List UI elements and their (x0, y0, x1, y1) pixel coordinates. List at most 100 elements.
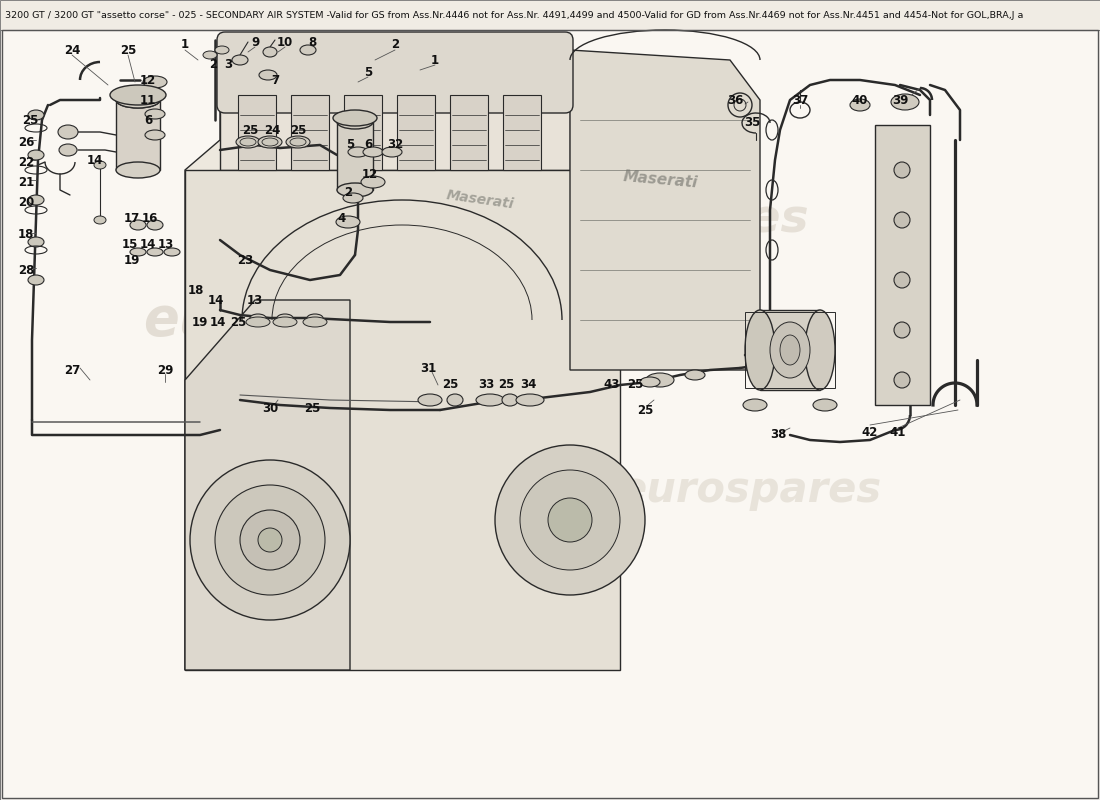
Text: 11: 11 (140, 94, 156, 106)
Text: 1: 1 (180, 38, 189, 51)
Text: 25: 25 (627, 378, 644, 391)
Text: 25: 25 (289, 123, 306, 137)
Text: 7: 7 (271, 74, 279, 86)
Ellipse shape (891, 94, 918, 110)
Text: 25: 25 (22, 114, 38, 126)
Text: 43: 43 (604, 378, 620, 391)
Ellipse shape (164, 248, 180, 256)
Polygon shape (185, 300, 350, 670)
Text: Maserati: Maserati (446, 188, 515, 212)
Ellipse shape (116, 92, 160, 108)
Text: 24: 24 (64, 43, 80, 57)
Text: 36: 36 (727, 94, 744, 106)
Ellipse shape (145, 130, 165, 140)
Text: 37: 37 (792, 94, 808, 106)
Text: eurospares: eurospares (618, 469, 881, 511)
Ellipse shape (850, 99, 870, 111)
Bar (292, 95, 329, 170)
Text: 14: 14 (210, 315, 227, 329)
Polygon shape (570, 50, 760, 370)
Ellipse shape (250, 314, 266, 322)
Text: 28: 28 (18, 263, 34, 277)
Circle shape (894, 322, 910, 338)
Text: 19: 19 (124, 254, 140, 266)
Text: 18: 18 (18, 229, 34, 242)
Text: 6: 6 (364, 138, 372, 151)
Bar (337, 122, 373, 190)
Text: 12: 12 (140, 74, 156, 86)
Ellipse shape (348, 147, 369, 157)
Text: 34: 34 (520, 378, 536, 391)
Ellipse shape (333, 110, 377, 126)
Circle shape (258, 528, 282, 552)
Text: 29: 29 (157, 363, 173, 377)
Circle shape (894, 212, 910, 228)
Text: 25: 25 (442, 378, 459, 391)
Ellipse shape (813, 399, 837, 411)
Bar (503, 95, 541, 170)
Text: 5: 5 (345, 138, 354, 151)
Circle shape (894, 372, 910, 388)
Text: 1: 1 (431, 54, 439, 66)
Text: 38: 38 (770, 429, 786, 442)
Text: 33: 33 (477, 378, 494, 391)
Circle shape (214, 485, 324, 595)
Ellipse shape (476, 394, 504, 406)
Text: 18: 18 (188, 283, 205, 297)
Text: 39: 39 (892, 94, 909, 106)
Ellipse shape (116, 92, 160, 108)
Bar (450, 95, 488, 170)
Bar (397, 95, 434, 170)
Ellipse shape (204, 51, 217, 59)
Ellipse shape (290, 138, 306, 146)
Text: 12: 12 (362, 169, 378, 182)
Circle shape (548, 498, 592, 542)
Bar (238, 95, 276, 170)
Text: 9: 9 (251, 35, 260, 49)
Circle shape (520, 470, 620, 570)
Ellipse shape (240, 138, 256, 146)
Ellipse shape (516, 394, 544, 406)
Text: 22: 22 (18, 155, 34, 169)
Ellipse shape (145, 109, 165, 119)
Text: 17: 17 (124, 211, 140, 225)
Ellipse shape (246, 317, 270, 327)
Ellipse shape (640, 377, 660, 387)
Text: 8: 8 (308, 35, 316, 49)
Text: 25: 25 (242, 123, 258, 137)
Ellipse shape (770, 322, 810, 378)
Circle shape (190, 460, 350, 620)
Ellipse shape (302, 317, 327, 327)
Text: 19: 19 (191, 315, 208, 329)
Text: 23: 23 (236, 254, 253, 266)
Text: 6: 6 (144, 114, 152, 126)
Ellipse shape (94, 161, 106, 169)
Ellipse shape (28, 237, 44, 247)
Ellipse shape (232, 55, 248, 65)
Ellipse shape (130, 248, 146, 256)
Ellipse shape (447, 394, 463, 406)
Text: 2: 2 (344, 186, 352, 198)
Text: 24: 24 (264, 123, 280, 137)
Ellipse shape (685, 370, 705, 380)
Text: 5: 5 (364, 66, 372, 78)
Text: 42: 42 (861, 426, 878, 438)
Ellipse shape (742, 399, 767, 411)
Circle shape (495, 445, 645, 595)
Bar (0, 0, 1100, 30)
Polygon shape (185, 100, 620, 670)
Ellipse shape (805, 310, 835, 390)
Ellipse shape (336, 216, 360, 228)
Text: 30: 30 (262, 402, 278, 414)
Ellipse shape (94, 216, 106, 224)
Ellipse shape (59, 144, 77, 156)
Ellipse shape (147, 220, 163, 230)
Ellipse shape (116, 162, 160, 178)
FancyBboxPatch shape (217, 32, 573, 113)
Text: 32: 32 (387, 138, 403, 151)
Polygon shape (220, 50, 570, 170)
Ellipse shape (300, 45, 316, 55)
Text: 13: 13 (158, 238, 174, 250)
Ellipse shape (130, 220, 146, 230)
Ellipse shape (262, 138, 278, 146)
